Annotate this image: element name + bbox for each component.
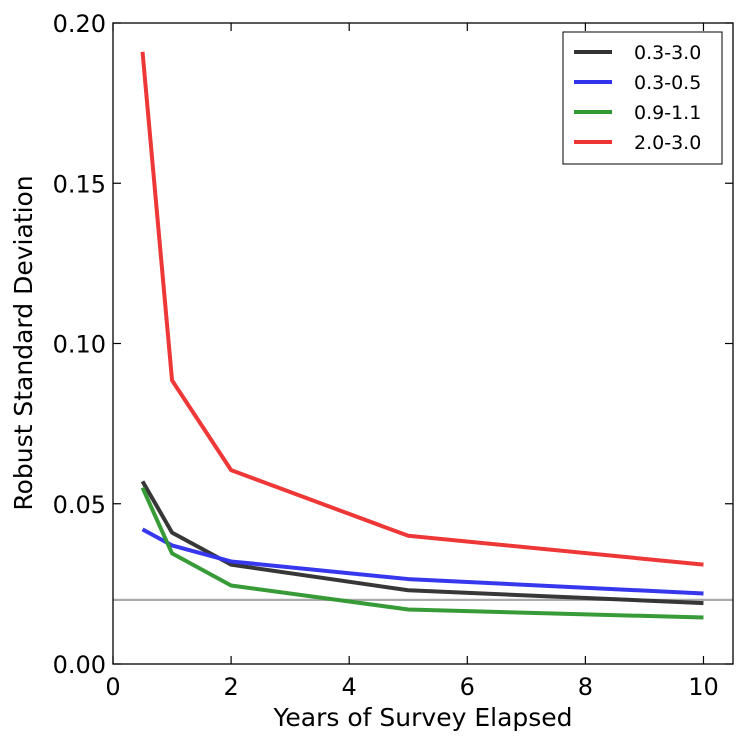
x-tick-label: 6 — [460, 673, 475, 701]
legend-label: 0.9-1.1 — [634, 102, 701, 124]
x-tick-label: 8 — [578, 673, 593, 701]
legend: 0.3-3.0 0.3-0.5 0.9-1.1 2.0-3.0 — [562, 31, 723, 165]
legend-label: 0.3-3.0 — [634, 42, 701, 64]
x-tick-label: 10 — [688, 673, 719, 701]
legend-label: 0.3-0.5 — [634, 72, 701, 94]
x-tick-label: 2 — [223, 673, 238, 701]
x-tick-label: 4 — [342, 673, 357, 701]
y-axis-label: Robust Standard Deviation — [9, 175, 38, 510]
y-tick-label: 0.05 — [53, 491, 106, 519]
x-tick-label: 0 — [105, 673, 120, 701]
series-line-0.9-1.1 — [140, 486, 704, 620]
x-axis: 0 2 4 6 8 10 — [105, 23, 719, 701]
y-tick-label: 0.15 — [53, 170, 106, 198]
y-tick-label: 0.00 — [53, 651, 106, 679]
series-line-2.0-3.0 — [140, 51, 704, 567]
x-axis-label: Years of Survey Elapsed — [272, 703, 572, 732]
series-line-0.3-3.0 — [140, 480, 704, 606]
series-layer — [140, 51, 704, 620]
y-axis: 0.00 0.05 0.10 0.15 0.20 — [53, 10, 733, 679]
series-line-0.3-0.5 — [141, 527, 704, 596]
y-tick-label: 0.20 — [53, 10, 106, 38]
y-tick-label: 0.10 — [53, 331, 106, 359]
legend-label: 2.0-3.0 — [634, 132, 701, 154]
